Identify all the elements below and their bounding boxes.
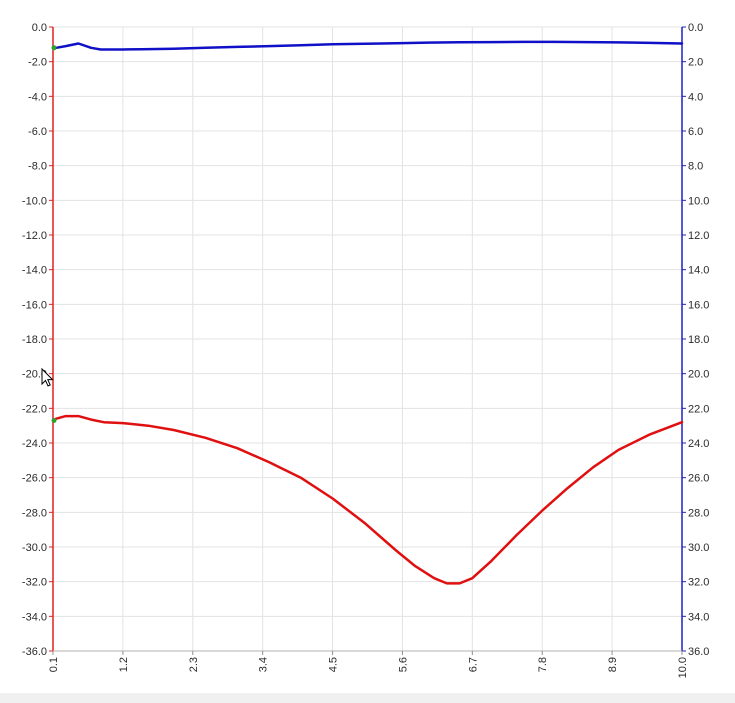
right-tick-label: 34.0 <box>688 611 709 623</box>
mouse-cursor-icon <box>41 367 54 387</box>
right-tick-label: 10.0 <box>688 195 709 207</box>
right-tick-label: 16.0 <box>688 299 709 311</box>
right-tick-label: 36.0 <box>688 646 709 658</box>
left-tick-label: -34.0 <box>22 611 47 623</box>
right-tick-label: 4.0 <box>688 91 703 103</box>
right-tick-label: 8.0 <box>688 161 703 173</box>
series-line-2 <box>51 414 684 585</box>
x-tick-label: 10.0 <box>677 657 689 678</box>
right-tick-label: 30.0 <box>688 542 709 554</box>
right-tick-label: 22.0 <box>688 403 709 415</box>
series-lines <box>51 40 684 585</box>
x-tick-label: 0.1 <box>48 657 60 672</box>
right-tick-label: 26.0 <box>688 473 709 485</box>
left-tick-label: 0.0 <box>32 22 47 34</box>
left-tick-label: -26.0 <box>22 473 47 485</box>
right-tick-label: 6.0 <box>688 126 703 138</box>
x-tick-label: 7.8 <box>537 657 549 672</box>
tick-labels: 0.0 0.0 -2.0 2.0 -4.0 4.0 -6.0 6.0 -8.0 8.0 -10.0 1… <box>22 22 710 678</box>
left-tick-label: -30.0 <box>22 542 47 554</box>
left-tick-label: -14.0 <box>22 265 47 277</box>
right-tick-label: 0.0 <box>688 22 703 34</box>
left-tick-label: -16.0 <box>22 299 47 311</box>
left-tick-label: -4.0 <box>28 91 47 103</box>
right-tick-label: 32.0 <box>688 577 709 589</box>
right-tick-label: 20.0 <box>688 369 709 381</box>
series-start-marker <box>51 45 57 51</box>
grid-lines <box>52 26 683 652</box>
right-tick-label: 28.0 <box>688 507 709 519</box>
x-tick-label: 5.6 <box>397 657 409 672</box>
left-tick-label: -20.0 <box>22 369 47 381</box>
x-tick-label: 1.2 <box>118 657 130 672</box>
left-tick-label: -18.0 <box>22 334 47 346</box>
left-tick-label: -28.0 <box>22 507 47 519</box>
right-tick-label: 24.0 <box>688 438 709 450</box>
left-tick-label: -10.0 <box>22 195 47 207</box>
x-tick-label: 2.3 <box>188 657 200 672</box>
x-tick-label: 4.5 <box>328 657 340 672</box>
left-tick-label: -24.0 <box>22 438 47 450</box>
left-tick-label: -22.0 <box>22 403 47 415</box>
series-line-1 <box>51 40 684 51</box>
x-tick-label: 8.9 <box>607 657 619 672</box>
left-tick-label: -12.0 <box>22 230 47 242</box>
tick-marks <box>49 26 686 655</box>
series-start-marker <box>51 417 57 423</box>
right-tick-label: 18.0 <box>688 334 709 346</box>
right-tick-label: 14.0 <box>688 265 709 277</box>
x-tick-label: 3.4 <box>258 657 270 672</box>
left-tick-label: -2.0 <box>28 57 47 69</box>
left-tick-label: -6.0 <box>28 126 47 138</box>
right-tick-label: 2.0 <box>688 57 703 69</box>
bottom-strip <box>0 693 735 703</box>
left-tick-label: -36.0 <box>22 646 47 658</box>
right-tick-label: 12.0 <box>688 230 709 242</box>
left-tick-label: -32.0 <box>22 577 47 589</box>
left-tick-label: -8.0 <box>28 161 47 173</box>
x-tick-label: 6.7 <box>467 657 479 672</box>
